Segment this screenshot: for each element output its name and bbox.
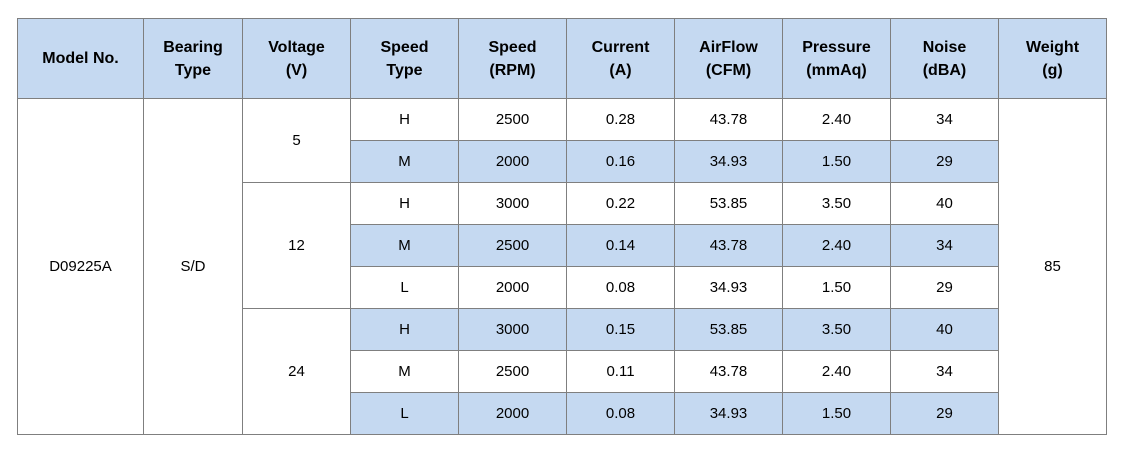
header-cell: AirFlow (CFM) <box>674 18 783 99</box>
data-cell: 3000 <box>458 182 567 225</box>
header-text: Bearing <box>163 38 223 56</box>
data-cell: 34.93 <box>674 266 783 309</box>
header-cell: Weight (g) <box>998 18 1107 99</box>
header-cell: Bearing Type <box>143 18 243 99</box>
header-text: Noise <box>922 38 967 56</box>
data-row: 24 H 3000 0.15 53.85 3.50 40 <box>18 308 1107 435</box>
data-cell: 53.85 <box>674 182 783 225</box>
data-cell: 0.08 <box>566 266 675 309</box>
data-cell: 2500 <box>458 350 567 393</box>
data-cell: L <box>350 392 459 435</box>
table-body: D09225A S/D 5 H 2500 0.28 43.78 2.40 34 85 M 2000 0.… <box>17 98 1107 435</box>
data-row: L 2000 0.08 34.93 1.50 29 <box>18 392 1107 435</box>
data-cell: 2000 <box>458 392 567 435</box>
data-cell: 2500 <box>458 224 567 267</box>
header-row: Model No. Bearing Type Voltage (V) Speed Type S… <box>17 18 1107 99</box>
header-text: AirFlow <box>699 38 758 56</box>
header-text: Type <box>174 61 212 79</box>
data-cell: 43.78 <box>674 350 783 393</box>
data-cell: 29 <box>890 266 999 309</box>
data-cell: 0.16 <box>566 140 675 183</box>
data-cell: 53.85 <box>674 308 783 351</box>
data-cell: 0.28 <box>566 98 675 141</box>
bearing-cell: S/D <box>143 98 243 435</box>
header-text: (mmAq) <box>806 61 867 79</box>
header-text: Speed <box>380 38 429 56</box>
data-cell: M <box>350 350 459 393</box>
data-cell: 2000 <box>458 140 567 183</box>
data-cell: 3.50 <box>782 308 891 351</box>
header-text: Current <box>591 38 650 56</box>
data-row: L 2000 0.08 34.93 1.50 29 <box>18 266 1107 309</box>
data-cell: H <box>350 182 459 225</box>
header-text: Type <box>386 61 423 79</box>
data-cell: M <box>350 224 459 267</box>
data-cell: 1.50 <box>782 266 891 309</box>
header-cell: Model No. <box>17 18 144 99</box>
header-text: (RPM) <box>489 61 536 79</box>
header-cell: Speed (RPM) <box>458 18 567 99</box>
data-cell: 2.40 <box>782 98 891 141</box>
data-row: M 2000 0.16 34.93 1.50 29 <box>18 140 1107 183</box>
weight-cell: 85 <box>998 98 1107 435</box>
header-cell: Pressure (mmAq) <box>782 18 891 99</box>
data-cell: 34 <box>890 98 999 141</box>
header-text: Weight <box>1025 38 1080 56</box>
data-cell: 0.08 <box>566 392 675 435</box>
model-cell: D09225A <box>17 98 144 435</box>
data-cell: 29 <box>890 140 999 183</box>
data-cell: M <box>350 140 459 183</box>
header-cell: Current (A) <box>566 18 675 99</box>
data-cell: 1.50 <box>782 392 891 435</box>
data-cell: 2.40 <box>782 224 891 267</box>
data-cell: 34.93 <box>674 392 783 435</box>
data-cell: 1.50 <box>782 140 891 183</box>
data-cell: 2000 <box>458 266 567 309</box>
header-text: Speed <box>488 38 537 56</box>
data-cell: 43.78 <box>674 98 783 141</box>
data-cell: 29 <box>890 392 999 435</box>
header-text: Pressure <box>802 38 871 56</box>
voltage-cell: 12 <box>242 182 351 309</box>
data-cell: 3000 <box>458 308 567 351</box>
voltage-cell: 5 <box>242 98 351 183</box>
data-cell: 34 <box>890 224 999 267</box>
data-cell: 3.50 <box>782 182 891 225</box>
data-cell: 0.11 <box>566 350 675 393</box>
data-cell: 0.22 <box>566 182 675 225</box>
header-cell: Speed Type <box>350 18 459 99</box>
data-cell: 34 <box>890 350 999 393</box>
header-text: Voltage <box>268 38 325 56</box>
data-cell: 40 <box>890 182 999 225</box>
data-cell: 0.15 <box>566 308 675 351</box>
data-cell: 40 <box>890 308 999 351</box>
data-cell: 0.14 <box>566 224 675 267</box>
header-text: (V) <box>285 61 308 79</box>
spec-table: Model No. Bearing Type Voltage (V) Speed Type S… <box>17 18 1107 435</box>
header-text: (dBA) <box>922 61 967 79</box>
data-cell: H <box>350 98 459 141</box>
header-text: (g) <box>1042 61 1063 79</box>
data-cell: H <box>350 308 459 351</box>
data-cell: 43.78 <box>674 224 783 267</box>
header-text: (CFM) <box>705 61 752 79</box>
data-cell: 2500 <box>458 98 567 141</box>
voltage-cell: 24 <box>242 308 351 435</box>
header-cell: Voltage (V) <box>242 18 351 99</box>
data-row: M 2500 0.11 43.78 2.40 34 <box>18 350 1107 393</box>
header-cell: Noise (dBA) <box>890 18 999 99</box>
data-row: D09225A S/D 5 H 2500 0.28 43.78 2.40 34 85 <box>17 98 1107 435</box>
header-text: Model No. <box>42 50 119 67</box>
header-text: (A) <box>609 61 632 79</box>
data-cell: 2.40 <box>782 350 891 393</box>
data-cell: L <box>350 266 459 309</box>
data-cell: 34.93 <box>674 140 783 183</box>
